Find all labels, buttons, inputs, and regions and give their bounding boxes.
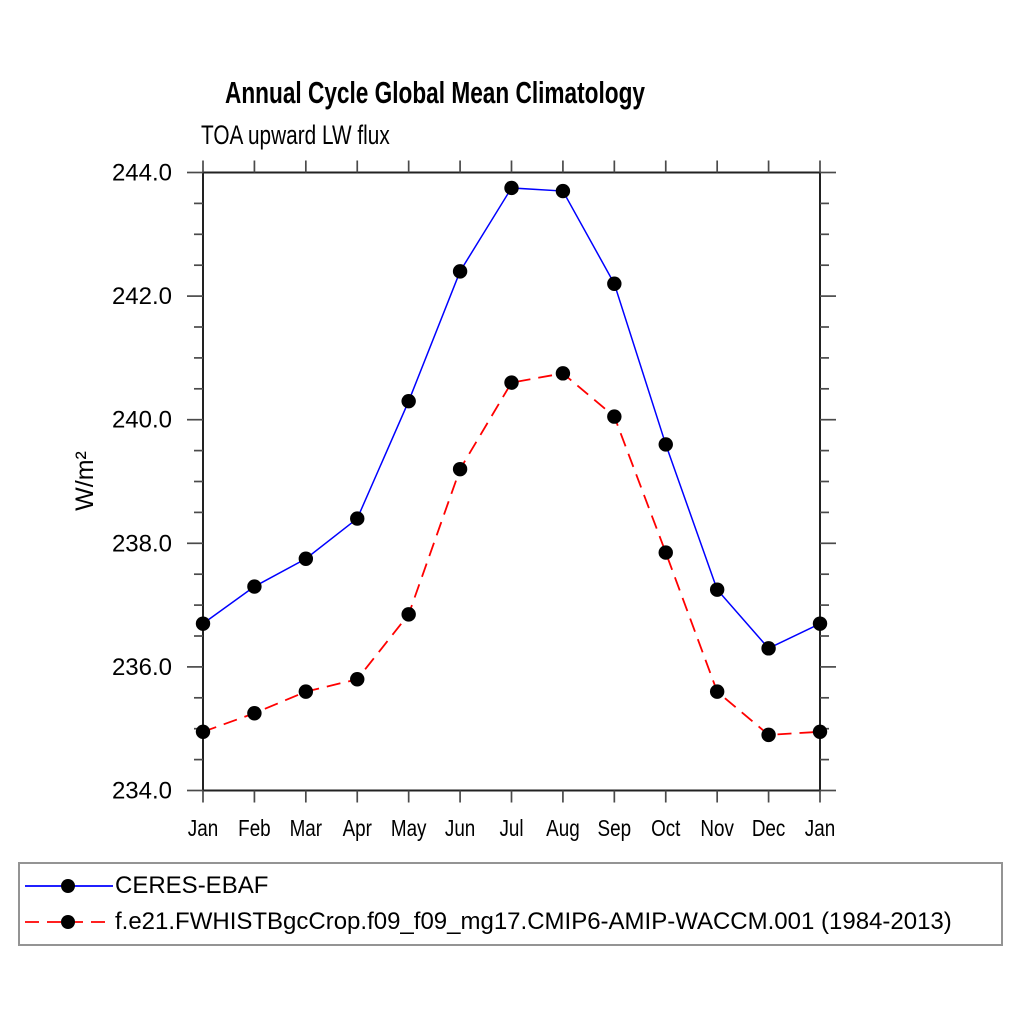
legend-entry-model: f.e21.FWHISTBgcCrop.f09_f09_mg17.CMIP6-A… [25,904,1001,940]
series-line [202,187,821,650]
x-tick-label: Oct [651,816,680,841]
data-point-marker [709,582,725,597]
x-tick-label: Sep [598,816,632,841]
data-point-marker [401,393,416,409]
data-point-marker [812,724,828,739]
y-axis: 234.0 236.0 238.0 240.0 242.0 244.0 [112,160,836,805]
data-point-marker [195,616,211,631]
chart-title: Annual Cycle Global Mean Climatology [225,75,645,110]
data-point-marker [607,409,622,424]
series-model [195,366,828,743]
x-tick-label: Jun [445,816,475,841]
legend-label-ceres-ebaf: CERES-EBAF [115,872,269,899]
y-tick-label: 244.0 [112,160,172,187]
series-ceres-ebaf [195,180,828,656]
data-point-marker [658,545,673,560]
x-tick-label: Mar [290,816,322,841]
data-point-marker [761,727,776,743]
x-tick-label: Jan [188,816,218,841]
data-point-marker [555,183,571,199]
legend-box: CERES-EBAF f.e21.FWHISTBgcCrop.f09_f09_m… [18,862,1003,946]
data-point-marker [298,551,314,566]
data-point-marker [247,579,262,594]
y-axis-title: W/m² [71,451,99,511]
data-point-marker [658,437,673,452]
x-tick-label: Feb [238,816,270,841]
legend-entry-ceres-ebaf: CERES-EBAF [25,868,1001,904]
data-point-marker [607,276,622,291]
series-line [202,372,821,736]
data-point-marker [350,511,365,526]
plot-area: Jan Feb Mar Apr May Jun Jul Aug Sep Oct Nov Dec Jan 2… [71,160,836,841]
legend-sample-marker [61,915,75,929]
data-point-marker [452,461,468,477]
y-tick-label: 236.0 [112,654,172,681]
x-tick-label: Apr [343,816,372,841]
data-point-marker [401,607,416,622]
y-tick-label: 242.0 [112,283,172,310]
legend-label-model: f.e21.FWHISTBgcCrop.f09_f09_mg17.CMIP6-A… [115,908,952,935]
data-point-marker [555,366,571,381]
legend-sample-marker [61,879,75,893]
data-point-marker [709,684,725,699]
y-tick-label: 240.0 [112,407,172,434]
x-tick-label: May [391,816,427,841]
data-point-marker [504,375,519,390]
x-tick-label: Nov [700,816,734,841]
y-tick-label: 238.0 [112,530,172,557]
x-tick-label: Jul [499,816,523,841]
chart-subtitle: TOA upward LW flux [201,120,390,150]
x-axis: Jan Feb Mar Apr May Jun Jul Aug Sep Oct Nov Dec Jan [188,160,835,841]
legend-line-sample-model [25,915,113,929]
legend-line-sample-ceres-ebaf [25,879,113,893]
data-point-marker [812,616,828,631]
data-point-marker [350,672,365,687]
data-point-marker [247,706,262,721]
x-tick-label: Jan [805,816,835,841]
data-point-marker [452,264,468,279]
data-point-marker [761,641,776,656]
data-point-marker [298,684,314,699]
data-point-marker [195,724,211,739]
y-tick-label: 234.0 [112,778,172,805]
plot-frame [202,171,821,792]
data-point-marker [504,180,519,196]
x-tick-label: Aug [546,816,580,841]
x-tick-label: Dec [752,816,786,841]
